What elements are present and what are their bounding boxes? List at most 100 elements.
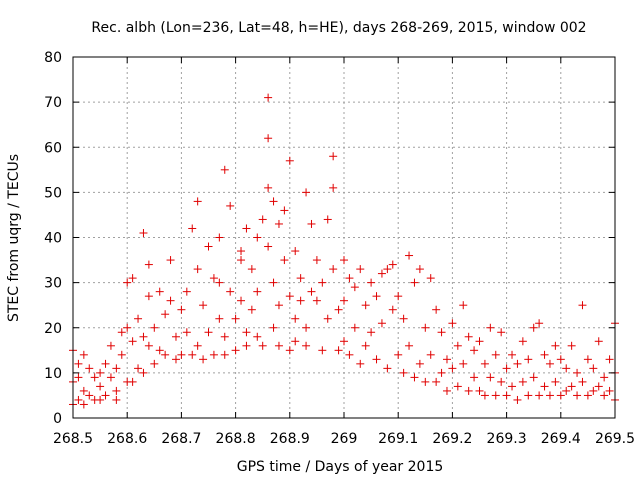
data-point bbox=[144, 292, 153, 301]
data-point bbox=[101, 391, 110, 400]
data-point bbox=[85, 391, 94, 400]
data-point bbox=[399, 368, 408, 377]
data-point bbox=[334, 346, 343, 355]
data-point bbox=[171, 332, 180, 341]
data-point bbox=[204, 242, 213, 251]
data-point bbox=[199, 355, 208, 364]
data-point bbox=[204, 328, 213, 337]
data-point bbox=[209, 274, 218, 283]
data-point bbox=[475, 386, 484, 395]
data-point bbox=[231, 314, 240, 323]
data-point bbox=[74, 359, 83, 368]
data-point bbox=[253, 332, 262, 341]
data-point bbox=[117, 350, 126, 359]
data-point bbox=[562, 364, 571, 373]
data-point bbox=[350, 283, 359, 292]
y-tick-label: 0 bbox=[53, 411, 62, 427]
data-point bbox=[193, 197, 202, 206]
data-point bbox=[448, 319, 457, 328]
data-points bbox=[69, 93, 619, 409]
data-point bbox=[166, 256, 175, 265]
data-point bbox=[215, 233, 224, 242]
data-point bbox=[405, 251, 414, 260]
data-point bbox=[415, 265, 424, 274]
data-point bbox=[237, 296, 246, 305]
data-point bbox=[556, 391, 565, 400]
data-point bbox=[182, 287, 191, 296]
data-point bbox=[258, 215, 267, 224]
data-point bbox=[600, 391, 609, 400]
data-point bbox=[237, 247, 246, 256]
data-point bbox=[96, 368, 105, 377]
data-point bbox=[567, 382, 576, 391]
data-point bbox=[150, 359, 159, 368]
data-point bbox=[540, 350, 549, 359]
data-point bbox=[432, 305, 441, 314]
data-point bbox=[302, 323, 311, 332]
data-point bbox=[329, 265, 338, 274]
data-point bbox=[291, 337, 300, 346]
data-point bbox=[291, 247, 300, 256]
data-point bbox=[144, 260, 153, 269]
data-point bbox=[329, 152, 338, 161]
data-point bbox=[177, 305, 186, 314]
data-point bbox=[573, 391, 582, 400]
data-point bbox=[74, 395, 83, 404]
data-point bbox=[545, 391, 554, 400]
data-point bbox=[421, 377, 430, 386]
data-point bbox=[475, 337, 484, 346]
data-point bbox=[383, 364, 392, 373]
data-point bbox=[296, 274, 305, 283]
data-point bbox=[79, 400, 88, 409]
data-point bbox=[583, 355, 592, 364]
data-point bbox=[112, 386, 121, 395]
data-point bbox=[405, 341, 414, 350]
data-point bbox=[556, 355, 565, 364]
data-point bbox=[583, 391, 592, 400]
data-point bbox=[150, 323, 159, 332]
x-tick-label: 268.6 bbox=[107, 431, 147, 447]
data-point bbox=[361, 301, 370, 310]
data-point bbox=[464, 332, 473, 341]
data-point bbox=[123, 323, 132, 332]
data-point bbox=[106, 373, 115, 382]
data-point bbox=[188, 350, 197, 359]
data-point bbox=[340, 337, 348, 346]
data-point bbox=[166, 296, 175, 305]
data-point bbox=[345, 350, 354, 359]
x-tick-label: 268.5 bbox=[53, 431, 93, 447]
data-point bbox=[237, 256, 246, 265]
data-point bbox=[247, 265, 256, 274]
data-point bbox=[426, 350, 435, 359]
data-point bbox=[394, 292, 403, 301]
data-point bbox=[247, 305, 256, 314]
y-tick-label: 60 bbox=[44, 140, 62, 156]
data-point bbox=[161, 350, 170, 359]
data-point bbox=[199, 301, 208, 310]
data-point bbox=[518, 377, 527, 386]
data-point bbox=[415, 359, 424, 368]
data-point bbox=[85, 364, 94, 373]
data-point bbox=[117, 328, 126, 337]
x-tick-label: 268.8 bbox=[216, 431, 256, 447]
data-point bbox=[193, 341, 202, 350]
data-point bbox=[220, 350, 229, 359]
data-point bbox=[74, 373, 83, 382]
data-point bbox=[470, 346, 479, 355]
data-point bbox=[269, 197, 278, 206]
data-point bbox=[497, 328, 506, 337]
data-point bbox=[340, 256, 348, 265]
data-point bbox=[182, 328, 191, 337]
data-point bbox=[280, 256, 289, 265]
data-point bbox=[264, 134, 273, 143]
data-point bbox=[600, 373, 609, 382]
y-tick-labels: 0 10 20 30 40 50 60 70 80 bbox=[44, 50, 62, 427]
data-point bbox=[264, 183, 273, 192]
data-point bbox=[508, 350, 517, 359]
data-point bbox=[128, 337, 137, 346]
data-point bbox=[502, 391, 511, 400]
data-point bbox=[134, 314, 143, 323]
data-point bbox=[318, 346, 327, 355]
y-axis-label: STEC from uqrg / TECUs bbox=[6, 154, 22, 322]
data-point bbox=[242, 328, 251, 337]
